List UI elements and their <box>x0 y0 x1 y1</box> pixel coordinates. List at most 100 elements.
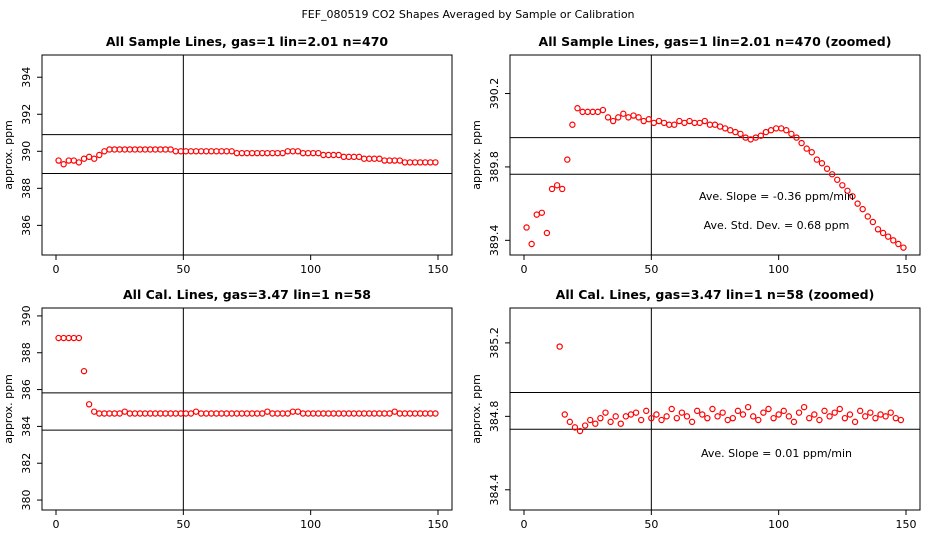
point <box>213 148 220 155</box>
point <box>203 410 210 417</box>
y-tick-label: 382 <box>20 453 33 474</box>
point <box>767 127 775 134</box>
point <box>772 125 780 132</box>
point <box>320 151 327 159</box>
point <box>371 410 378 417</box>
point <box>223 410 230 417</box>
point <box>818 160 826 167</box>
point <box>645 116 652 123</box>
point <box>849 193 856 200</box>
point <box>622 413 630 420</box>
point <box>844 187 851 194</box>
point <box>228 410 235 417</box>
point <box>106 146 113 153</box>
point <box>581 422 589 429</box>
panel-title: All Sample Lines, gas=1 lin=2.01 n=470 <box>106 34 389 49</box>
point <box>897 416 905 424</box>
point <box>167 410 174 417</box>
point <box>55 157 62 164</box>
point <box>795 409 803 416</box>
point <box>538 209 546 216</box>
point <box>70 157 78 164</box>
point <box>294 148 302 155</box>
point <box>422 159 429 166</box>
point <box>289 148 297 155</box>
point <box>706 121 714 128</box>
point <box>765 405 772 413</box>
point <box>732 128 739 136</box>
point <box>701 117 709 125</box>
point <box>187 148 195 155</box>
point <box>157 410 164 417</box>
point <box>813 156 821 163</box>
point <box>315 410 322 417</box>
point <box>872 414 879 422</box>
point <box>775 411 782 418</box>
point <box>556 343 563 350</box>
point <box>65 157 72 164</box>
point <box>576 427 584 435</box>
point <box>106 410 113 417</box>
point <box>366 155 373 162</box>
x-tick-label: 50 <box>644 263 658 276</box>
point <box>401 159 409 166</box>
point <box>640 117 647 125</box>
x-tick-label: 150 <box>427 263 448 276</box>
point <box>355 153 363 161</box>
point <box>366 410 373 417</box>
point <box>228 148 235 155</box>
point <box>284 148 291 155</box>
point <box>620 110 627 117</box>
point <box>826 413 833 420</box>
x-tick-label: 0 <box>53 263 60 276</box>
point <box>704 414 711 422</box>
point <box>559 185 566 193</box>
y-tick-label: 390 <box>20 305 33 326</box>
point <box>770 414 777 422</box>
point <box>607 418 614 426</box>
point <box>427 410 434 417</box>
point <box>274 149 281 157</box>
x-tick-label: 150 <box>895 518 916 531</box>
point <box>602 409 609 416</box>
point <box>579 108 586 116</box>
point <box>691 119 698 127</box>
point <box>213 410 220 417</box>
point <box>587 416 594 424</box>
point <box>737 130 744 138</box>
point <box>574 105 581 112</box>
point <box>561 411 568 418</box>
point <box>564 156 571 163</box>
point <box>371 155 378 162</box>
point <box>177 148 184 155</box>
point <box>663 413 670 420</box>
point <box>289 408 297 415</box>
y-tick-label: 386 <box>20 379 33 400</box>
point <box>828 171 836 178</box>
point <box>543 229 551 237</box>
point <box>762 128 770 136</box>
point <box>192 408 200 415</box>
point <box>315 149 322 157</box>
point <box>376 155 383 162</box>
point <box>238 149 246 157</box>
point <box>890 237 897 244</box>
point <box>116 146 123 153</box>
point <box>709 405 716 413</box>
point <box>208 410 215 417</box>
point <box>816 416 823 424</box>
point <box>632 409 640 416</box>
point <box>284 410 291 417</box>
point <box>401 410 409 417</box>
point <box>141 410 149 417</box>
point <box>381 157 388 164</box>
point <box>126 410 134 417</box>
point <box>396 410 403 417</box>
point <box>203 148 210 155</box>
point <box>630 112 637 119</box>
point <box>655 117 663 125</box>
point <box>422 410 429 417</box>
point <box>121 146 128 153</box>
plot-box <box>41 54 453 256</box>
point <box>91 155 98 162</box>
